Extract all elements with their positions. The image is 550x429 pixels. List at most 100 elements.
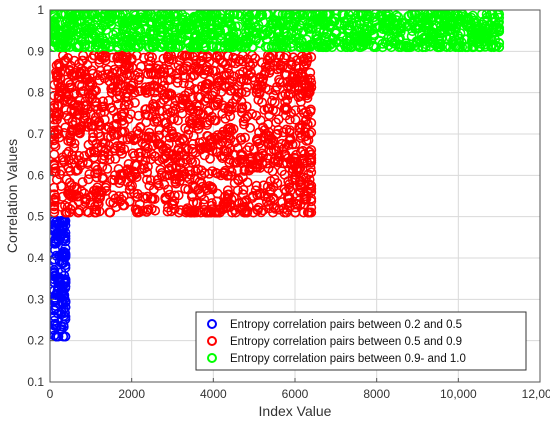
data-point	[77, 157, 88, 168]
data-point	[119, 100, 130, 111]
data-point	[264, 103, 275, 114]
data-point	[78, 86, 89, 97]
data-point	[436, 10, 447, 20]
data-point	[247, 109, 258, 120]
data-point	[208, 100, 219, 111]
data-point	[50, 182, 60, 193]
data-point	[285, 133, 296, 144]
data-point	[182, 61, 193, 72]
data-point	[290, 114, 301, 125]
data-point	[281, 69, 292, 80]
data-point	[170, 42, 181, 53]
data-point	[212, 81, 223, 92]
data-point	[334, 18, 345, 29]
data-point	[185, 169, 196, 180]
data-point	[155, 139, 166, 150]
series-0-points	[50, 215, 71, 342]
data-point	[95, 38, 106, 49]
data-point	[273, 188, 284, 199]
data-point	[259, 104, 270, 115]
data-point	[466, 26, 477, 37]
data-point	[150, 39, 161, 50]
data-point	[165, 42, 176, 53]
data-point	[148, 99, 159, 110]
data-point	[133, 148, 144, 159]
data-point	[156, 10, 167, 20]
data-point	[405, 42, 416, 53]
data-point	[281, 124, 292, 135]
data-point	[77, 81, 88, 92]
data-point	[494, 26, 505, 37]
data-point	[193, 184, 204, 195]
data-point	[180, 183, 191, 194]
data-point	[272, 178, 283, 189]
data-point	[71, 189, 82, 200]
data-point	[172, 132, 183, 143]
data-point	[212, 17, 223, 28]
data-point	[306, 180, 317, 191]
data-point	[253, 94, 264, 105]
data-point	[288, 152, 299, 163]
data-point	[82, 25, 93, 36]
data-point	[111, 27, 122, 38]
data-point	[217, 129, 228, 140]
data-point	[169, 101, 180, 112]
data-point	[270, 156, 281, 167]
data-point	[162, 27, 173, 38]
data-point	[420, 42, 431, 53]
data-point	[241, 75, 252, 86]
data-point	[257, 157, 268, 168]
data-point	[87, 53, 98, 64]
data-point	[252, 159, 263, 170]
data-point	[169, 10, 180, 20]
data-point	[156, 38, 167, 49]
series-1-points	[50, 50, 317, 218]
data-point	[141, 117, 152, 128]
data-point	[215, 204, 226, 215]
data-point	[237, 56, 248, 67]
data-point	[187, 114, 198, 125]
data-point	[162, 89, 173, 100]
data-point	[302, 157, 313, 168]
data-point	[219, 151, 230, 162]
data-point	[436, 25, 447, 36]
data-point	[60, 233, 71, 244]
data-point	[267, 138, 278, 149]
data-point	[389, 36, 400, 47]
data-point	[176, 23, 187, 34]
data-point	[215, 26, 226, 37]
data-point	[119, 200, 130, 211]
data-point	[403, 10, 414, 21]
data-point	[172, 73, 183, 84]
data-point	[183, 38, 194, 49]
data-point	[244, 142, 255, 153]
data-point	[240, 132, 251, 143]
x-tick-label: 8000	[363, 387, 390, 401]
data-point	[78, 107, 89, 118]
data-point	[398, 41, 409, 52]
data-point	[56, 321, 67, 332]
data-point	[192, 114, 203, 125]
data-point	[130, 169, 141, 180]
x-axis-ticks: 0 2000 4000 6000 8000 10,000 12,000	[47, 378, 550, 401]
data-point	[84, 41, 95, 52]
data-point	[302, 109, 313, 120]
data-point	[228, 52, 239, 63]
data-point	[95, 65, 106, 76]
data-point	[50, 238, 60, 249]
data-point	[241, 31, 252, 42]
data-point	[163, 56, 174, 67]
data-point	[270, 15, 281, 26]
data-point	[303, 40, 314, 51]
data-point	[99, 10, 110, 20]
data-point	[72, 165, 83, 176]
data-point	[265, 176, 276, 187]
data-point	[117, 111, 128, 122]
data-point	[221, 145, 232, 156]
data-point	[311, 30, 322, 41]
y-tick-label: 0.4	[27, 251, 44, 265]
data-point	[279, 207, 290, 218]
data-point	[79, 113, 90, 124]
data-point	[116, 126, 127, 137]
data-point	[183, 124, 194, 135]
